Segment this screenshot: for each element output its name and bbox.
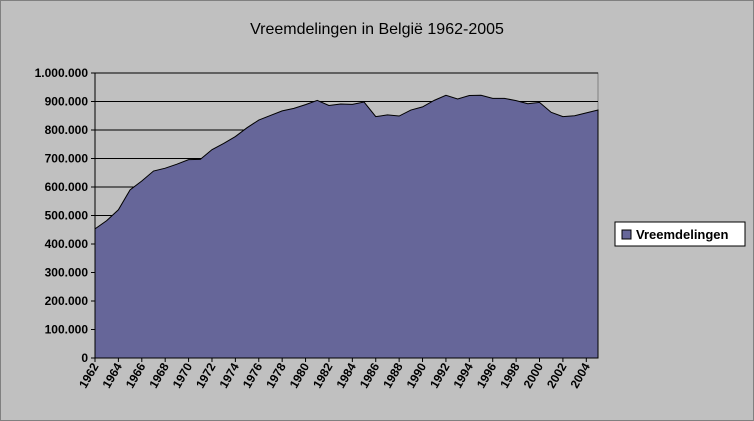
chart-title: Vreemdelingen in België 1962-2005 [250, 21, 504, 38]
data-point-1970 [188, 159, 189, 160]
data-point-1987 [387, 114, 388, 115]
data-point-1968 [165, 168, 166, 169]
data-point-1981 [317, 100, 318, 101]
data-point-2001 [551, 112, 552, 113]
data-point-1993 [457, 98, 458, 99]
y-tick-label-9: 900.000 [45, 95, 89, 109]
y-tick-label-8: 800.000 [45, 123, 89, 137]
y-tick-label-10: 1.000.000 [35, 66, 89, 80]
data-point-1972 [211, 149, 212, 150]
data-point-1965 [129, 189, 130, 190]
data-point-1991 [434, 100, 435, 101]
y-axis-ticks: 0 100.000 200.000 300.000 400.000 500.000 600.… [35, 66, 95, 365]
data-point-1984 [352, 104, 353, 105]
data-point-1983 [340, 103, 341, 104]
data-point-2002 [562, 116, 563, 117]
data-point-1978 [282, 110, 283, 111]
data-point-1964 [118, 209, 119, 210]
data-point-2005 [597, 109, 598, 110]
data-point-1967 [153, 170, 154, 171]
series-area-vreemdelingen [94, 94, 599, 359]
y-tick-label-3: 300.000 [45, 266, 89, 280]
legend-box [614, 221, 746, 247]
y-tick-label-0: 0 [81, 351, 88, 365]
data-point-1989 [410, 109, 411, 110]
legend-swatch [621, 229, 632, 240]
data-point-1980 [305, 104, 306, 105]
y-tick-label-5: 500.000 [45, 209, 89, 223]
series-area-layer [94, 94, 599, 359]
data-point-1974 [235, 136, 236, 137]
legend: Vreemdelingen [614, 221, 746, 247]
data-point-1963 [106, 220, 107, 221]
y-tick-label-6: 600.000 [45, 180, 89, 194]
data-point-1976 [258, 119, 259, 120]
legend-label: Vreemdelingen [636, 227, 729, 242]
data-point-1988 [399, 115, 400, 116]
y-tick-label-2: 200.000 [45, 294, 89, 308]
data-point-1996 [492, 98, 493, 99]
data-point-1977 [270, 115, 271, 116]
data-point-1990 [422, 106, 423, 107]
data-point-1971 [200, 159, 201, 160]
data-point-1973 [223, 143, 224, 144]
data-point-1995 [480, 95, 481, 96]
data-point-2000 [539, 102, 540, 103]
y-tick-label-4: 400.000 [45, 237, 89, 251]
data-point-1994 [469, 95, 470, 96]
data-point-1998 [516, 100, 517, 101]
data-point-1966 [141, 180, 142, 181]
data-point-1975 [246, 127, 247, 128]
data-point-1992 [445, 95, 446, 96]
y-tick-label-1: 100.000 [45, 323, 89, 337]
data-point-1986 [375, 116, 376, 117]
y-tick-label-7: 700.000 [45, 152, 89, 166]
data-point-1985 [363, 101, 364, 102]
data-point-1999 [527, 103, 528, 104]
data-point-2004 [586, 112, 587, 113]
data-point-1997 [504, 98, 505, 99]
data-point-2003 [574, 115, 575, 116]
data-point-1982 [328, 105, 329, 106]
data-point-1969 [176, 164, 177, 165]
data-point-1979 [293, 108, 294, 109]
